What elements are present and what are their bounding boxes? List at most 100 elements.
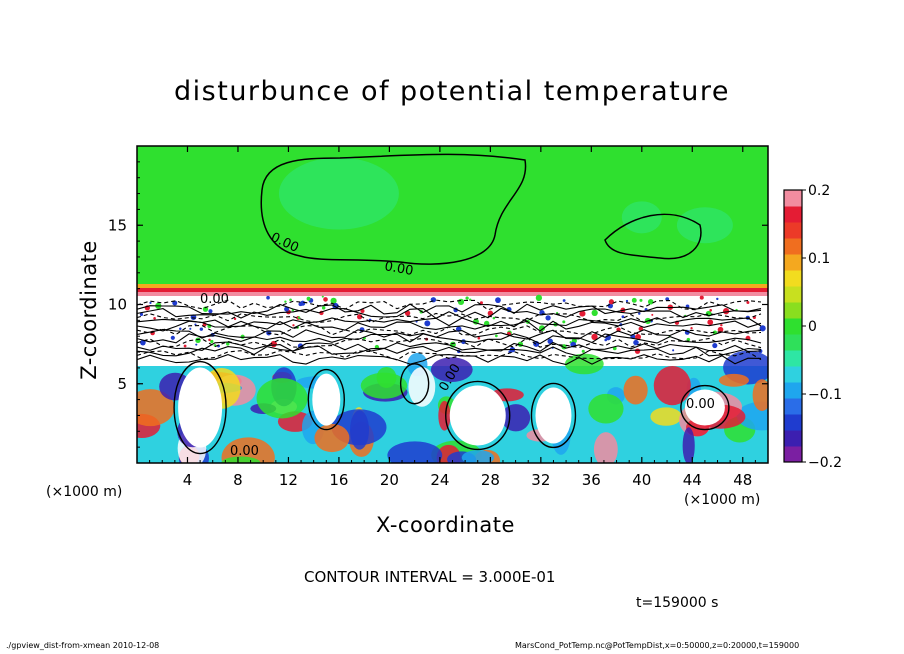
field-speck: [330, 297, 337, 304]
field-speck: [759, 325, 766, 332]
field-speck: [465, 296, 469, 300]
colorbar-swatch: [784, 238, 802, 255]
contour-line: [260, 153, 527, 265]
field-speck: [716, 297, 719, 301]
x-unit-label-left: (×1000 m): [46, 484, 123, 500]
colorbar-swatch: [784, 446, 802, 463]
field-core: [312, 373, 341, 426]
field-cell: [387, 441, 443, 463]
contour-line: [137, 303, 762, 315]
contour-line: [604, 213, 702, 260]
x-tick-label: 48: [733, 471, 752, 489]
contour-line: [137, 312, 762, 324]
field-speck: [604, 338, 608, 342]
field-speck: [712, 342, 718, 349]
colorbar-swatch: [784, 286, 802, 303]
field-speck: [457, 298, 465, 305]
field-core: [449, 385, 506, 446]
field-speck: [638, 312, 641, 315]
contour-line: [680, 384, 730, 431]
field-cell: [438, 400, 451, 431]
x-tick-label: 16: [329, 471, 348, 489]
field-speck: [591, 309, 598, 317]
field-speck: [284, 306, 290, 312]
field-pink-band: [137, 292, 768, 296]
colorbar-swatch: [784, 382, 802, 399]
field-speck: [469, 298, 472, 301]
x-axis-label: X-coordinate: [376, 513, 515, 537]
colorbar-swatch: [784, 334, 802, 351]
time-label: t=159000 s: [636, 595, 719, 611]
field-speck: [226, 342, 230, 346]
field-speck: [140, 339, 146, 346]
footer-right: MarsCond_PotTemp.nc@PotTempDist,x=0:5000…: [515, 641, 800, 650]
contour-line: [137, 350, 762, 361]
field-speck: [356, 314, 363, 320]
field-speck: [686, 337, 691, 342]
field-patch: [278, 157, 399, 230]
colorbar-swatch: [784, 414, 802, 431]
x-tick-label: 28: [481, 471, 500, 489]
field-speck: [707, 319, 714, 326]
colorbar-swatch: [784, 190, 802, 207]
field-speck: [139, 312, 144, 316]
field-speck: [195, 343, 198, 346]
contour-label: 0.00: [200, 292, 229, 307]
x-tick-label: 8: [233, 471, 243, 489]
field-speck: [208, 338, 211, 342]
field-cell: [588, 393, 624, 424]
colorbar-swatch: [784, 366, 802, 383]
field-speck: [321, 306, 326, 310]
field-core: [535, 387, 572, 444]
field-speck: [672, 349, 675, 352]
field-speck: [202, 306, 209, 312]
field-speck: [579, 310, 586, 317]
field-speck: [547, 338, 553, 345]
x-tick-label: 32: [531, 471, 550, 489]
contour-line: [137, 317, 762, 328]
field-speck: [153, 316, 156, 320]
field-speck: [195, 337, 201, 344]
field-warm-band: [137, 284, 768, 288]
field-speck: [538, 325, 545, 332]
field-cell: [376, 366, 397, 388]
contour-line: [137, 324, 762, 336]
colorbar-tick-label: −0.2: [808, 455, 842, 471]
colorbar-swatch: [784, 222, 802, 239]
contour-line: [137, 345, 762, 357]
field-cell: [593, 432, 618, 463]
field-cell: [221, 437, 275, 463]
contour-label: 0.00: [686, 397, 715, 412]
field-cell: [256, 378, 308, 419]
x-tick-label: 24: [430, 471, 449, 489]
field-speck: [149, 301, 152, 304]
field-cell: [501, 404, 531, 432]
field-speck: [690, 327, 693, 330]
field-red-band: [137, 288, 768, 292]
colorbar-swatch: [784, 318, 802, 335]
field-speck: [717, 326, 724, 333]
contour-label: 0.00: [383, 259, 414, 279]
contour-interval-text: CONTOUR INTERVAL = 3.000E-01: [304, 568, 556, 586]
field-speck: [581, 349, 585, 353]
field-speck: [591, 333, 598, 341]
colorbar-tick-label: −0.1: [808, 387, 842, 403]
chart-title: disturbunce of potential temperature: [174, 76, 730, 107]
field-speck: [321, 295, 324, 298]
colorbar-swatch: [784, 270, 802, 287]
field-cell: [653, 366, 691, 406]
field-speck: [699, 295, 704, 300]
x-tick-label: 40: [632, 471, 651, 489]
field-speck: [720, 323, 723, 327]
field-speck: [635, 333, 642, 340]
colorbar-tick-label: 0.1: [808, 251, 830, 267]
colorbar-swatch: [784, 350, 802, 367]
field-speck: [562, 299, 566, 302]
field-speck: [638, 326, 644, 332]
x-tick-label: 12: [279, 471, 298, 489]
y-tick-label: 15: [108, 216, 127, 234]
field-speck: [633, 339, 639, 346]
footer-left: ./gpview_dist-from-xmean 2010-12-08: [6, 641, 160, 650]
field-speck: [492, 316, 496, 320]
field-cell: [650, 407, 682, 426]
